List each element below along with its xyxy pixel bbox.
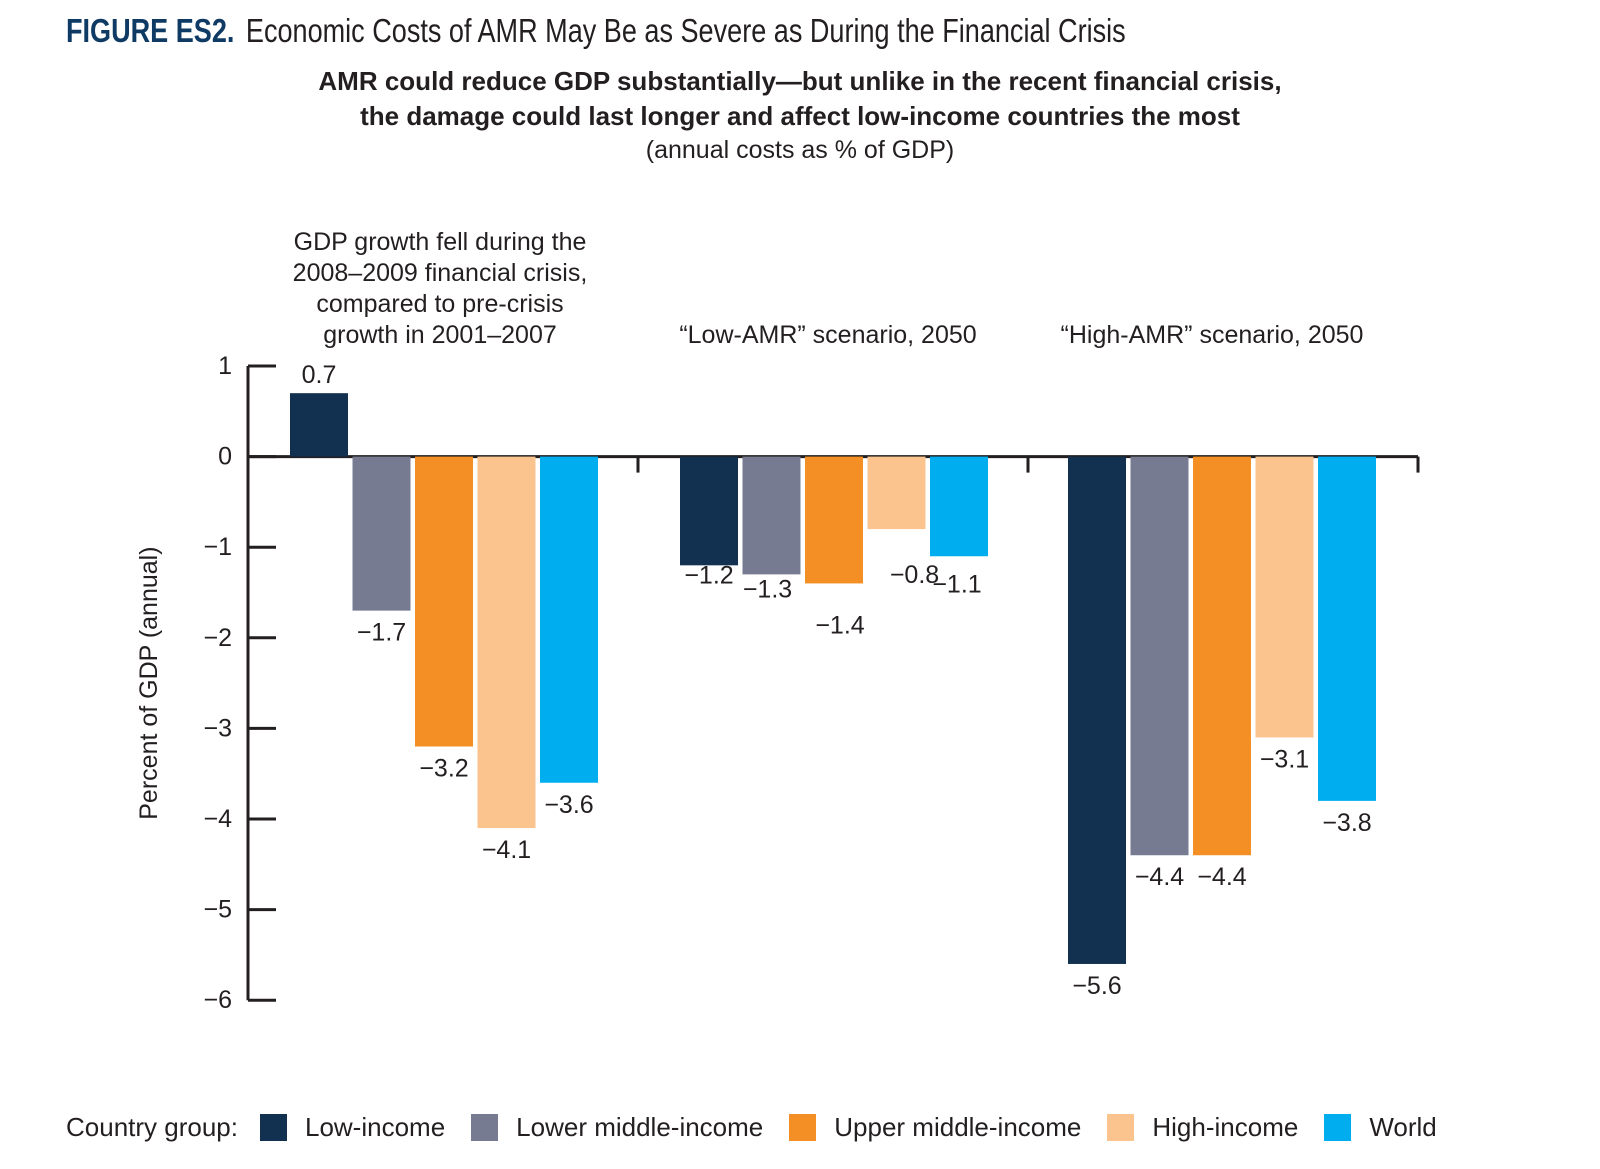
data-label: −4.4 bbox=[1197, 863, 1246, 891]
bar bbox=[352, 456, 411, 611]
data-label: −0.8 bbox=[890, 561, 939, 589]
y-tick-label: −4 bbox=[203, 805, 232, 833]
category-label-line: GDP growth fell during the bbox=[294, 228, 587, 256]
data-label: −3.8 bbox=[1322, 809, 1371, 837]
subtitle-line-2: the damage could last longer and affect … bbox=[360, 101, 1240, 131]
figure-title-text: Economic Costs of AMR May Be as Severe a… bbox=[245, 12, 1126, 49]
legend-item-high-income: High-income bbox=[1107, 1112, 1298, 1143]
y-axis-label: Percent of GDP (annual) bbox=[135, 546, 163, 819]
y-tick-label: −3 bbox=[203, 714, 232, 742]
category-label-line: “Low-AMR” scenario, 2050 bbox=[679, 321, 976, 349]
legend-item-upper-middle-income: Upper middle-income bbox=[789, 1112, 1081, 1143]
bar bbox=[415, 456, 473, 747]
bar bbox=[1318, 456, 1376, 801]
bar bbox=[1130, 456, 1189, 856]
data-label: −1.1 bbox=[932, 570, 981, 598]
legend: Country group: Low-income Lower middle-i… bbox=[66, 1112, 1463, 1143]
bar bbox=[680, 456, 738, 566]
y-tick-label: 1 bbox=[218, 352, 232, 380]
data-label: −5.6 bbox=[1072, 972, 1121, 1000]
data-label: −3.2 bbox=[419, 755, 468, 783]
y-tick-label: −6 bbox=[203, 986, 232, 1014]
y-tick-label: 0 bbox=[218, 443, 232, 471]
legend-swatch bbox=[471, 1114, 499, 1141]
legend-label: Lower middle-income bbox=[516, 1112, 764, 1142]
data-label: −3.1 bbox=[1260, 745, 1309, 773]
bar bbox=[742, 456, 801, 575]
bar bbox=[477, 456, 536, 829]
legend-item-lower-middle-income: Lower middle-income bbox=[471, 1112, 763, 1143]
legend-item-low-income: Low-income bbox=[259, 1112, 446, 1143]
y-tick-label: −1 bbox=[203, 533, 232, 561]
y-tick-label: −5 bbox=[203, 896, 232, 924]
data-label: −1.2 bbox=[684, 561, 733, 589]
category-label: GDP growth fell during the 2008–2009 fina… bbox=[293, 228, 588, 349]
category-label-line: “High-AMR” scenario, 2050 bbox=[1061, 321, 1364, 349]
subtitle-line-1: AMR could reduce GDP substantially—but u… bbox=[318, 66, 1282, 96]
data-label: −1.4 bbox=[815, 611, 864, 639]
category-label: “High-AMR” scenario, 2050 bbox=[1061, 321, 1364, 349]
legend-label: Upper middle-income bbox=[834, 1112, 1082, 1142]
figure-subtitle: AMR could reduce GDP substantially—but u… bbox=[0, 64, 1600, 134]
data-label: −3.6 bbox=[544, 791, 593, 819]
figure-label: FIGURE ES2. bbox=[66, 12, 235, 49]
bar bbox=[805, 456, 863, 584]
bar bbox=[1255, 456, 1314, 738]
category-label-line: compared to pre-crisis bbox=[316, 290, 563, 318]
data-label: −1.3 bbox=[743, 575, 792, 603]
bar bbox=[930, 456, 988, 557]
legend-label: High-income bbox=[1152, 1112, 1299, 1142]
units-note: (annual costs as % of GDP) bbox=[645, 136, 955, 164]
legend-title: Country group: bbox=[66, 1112, 238, 1142]
category-label-line: growth in 2001–2007 bbox=[323, 321, 557, 349]
category-label: “Low-AMR” scenario, 2050 bbox=[679, 321, 976, 349]
legend-swatch bbox=[259, 1114, 287, 1141]
legend-swatch bbox=[1107, 1114, 1135, 1141]
figure-title: FIGURE ES2. Economic Costs of AMR May Be … bbox=[66, 12, 1126, 50]
legend-swatch bbox=[1324, 1114, 1352, 1141]
y-tick-label: −2 bbox=[203, 624, 232, 652]
legend-label: Low-income bbox=[304, 1112, 446, 1142]
data-label: −1.7 bbox=[357, 619, 406, 647]
bar bbox=[1068, 456, 1126, 964]
bar bbox=[290, 393, 348, 457]
legend-item-world: World bbox=[1324, 1112, 1437, 1143]
legend-swatch bbox=[789, 1114, 817, 1141]
bar bbox=[540, 456, 598, 783]
data-label: −4.4 bbox=[1135, 863, 1184, 891]
bar-chart: 1 0 −1 −2 −3 −4 −5 −6 Percent of GDP (annual) 0.7… bbox=[135, 228, 1420, 1014]
data-label: −4.1 bbox=[482, 836, 531, 864]
bar bbox=[867, 456, 926, 530]
bar bbox=[1193, 456, 1251, 856]
category-label-line: 2008–2009 financial crisis, bbox=[293, 259, 588, 287]
legend-label: World bbox=[1369, 1112, 1437, 1142]
data-label: 0.7 bbox=[302, 361, 337, 389]
